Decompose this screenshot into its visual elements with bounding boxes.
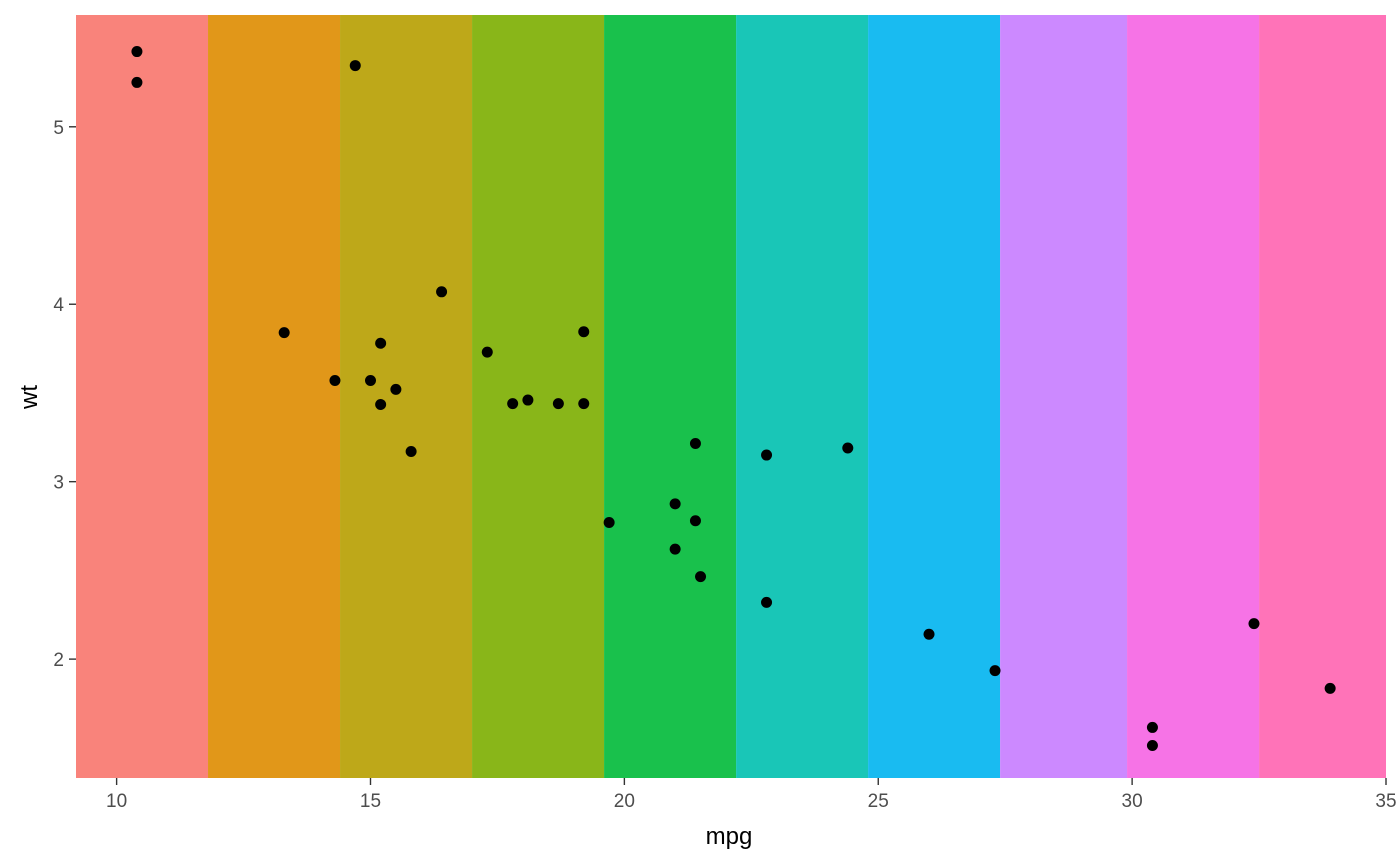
background-band (472, 15, 605, 778)
data-point (364, 375, 376, 387)
data-point (689, 515, 701, 527)
data-point (552, 398, 564, 410)
y-tick-label: 4 (53, 295, 64, 316)
x-axis-title: mpg (706, 823, 753, 850)
background-band (1127, 15, 1260, 778)
data-point (669, 498, 681, 510)
data-point (390, 383, 402, 395)
background-band (340, 15, 473, 778)
background-band (868, 15, 1001, 778)
x-tick-label: 30 (1122, 791, 1143, 812)
data-point (375, 398, 387, 410)
data-point (689, 438, 701, 450)
data-point (603, 516, 615, 528)
data-point (578, 326, 590, 338)
background-band (76, 15, 209, 778)
data-point (761, 449, 773, 461)
data-point (522, 394, 534, 406)
data-point (131, 76, 143, 88)
data-point (669, 543, 681, 555)
y-axis-title: wt (16, 385, 43, 410)
data-point (1146, 740, 1158, 752)
data-point (507, 398, 519, 410)
background-band (604, 15, 737, 778)
data-point (375, 337, 387, 349)
y-tick-label: 3 (53, 473, 64, 494)
data-point (329, 375, 341, 387)
data-point (349, 60, 361, 72)
data-point (578, 398, 590, 410)
data-point (131, 46, 143, 58)
background-band (1000, 15, 1128, 778)
data-point (481, 346, 493, 358)
background-bands (76, 15, 1386, 778)
data-point (695, 571, 707, 583)
background-band (208, 15, 341, 778)
x-tick-label: 35 (1375, 791, 1396, 812)
data-point (989, 665, 1001, 677)
data-point (1146, 721, 1158, 733)
data-point (1248, 618, 1260, 630)
data-points (131, 46, 1336, 752)
y-axis: 2 3 4 5 (53, 118, 76, 671)
data-point (436, 286, 448, 298)
data-point (1324, 682, 1336, 694)
data-point (842, 442, 854, 454)
background-band (1259, 15, 1386, 778)
data-point (923, 628, 935, 640)
data-point (761, 596, 773, 608)
y-tick-label: 5 (53, 118, 64, 139)
x-tick-label: 10 (106, 791, 127, 812)
background-band (736, 15, 869, 778)
x-tick-label: 25 (868, 791, 889, 812)
x-tick-label: 20 (614, 791, 635, 812)
y-tick-label: 2 (53, 650, 64, 671)
data-point (405, 446, 417, 458)
data-point (278, 327, 290, 339)
x-tick-label: 15 (360, 791, 381, 812)
x-axis: 10 15 20 25 30 35 (106, 778, 1397, 812)
